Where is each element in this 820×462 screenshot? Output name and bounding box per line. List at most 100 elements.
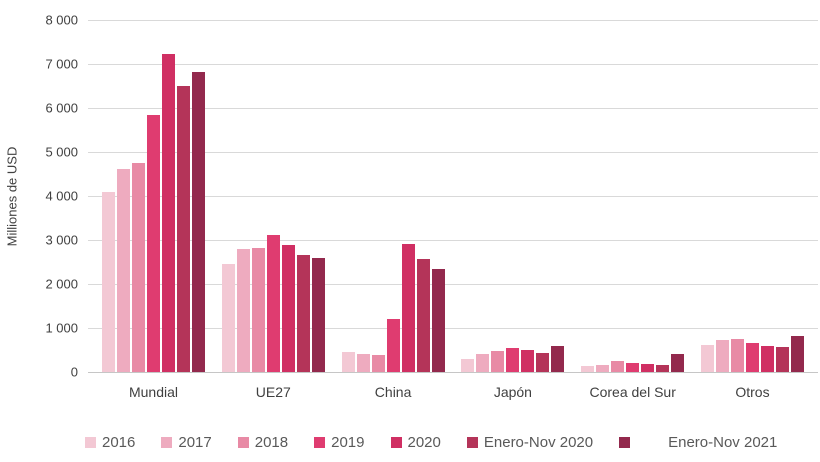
x-axis-label: Otros bbox=[735, 384, 770, 400]
legend-label: 2019 bbox=[331, 434, 365, 451]
legend-label: 2016 bbox=[102, 434, 136, 451]
legend-label: 2020 bbox=[407, 434, 441, 451]
gridline bbox=[88, 372, 818, 373]
bar bbox=[476, 353, 490, 372]
bar bbox=[491, 350, 505, 372]
bar bbox=[745, 342, 759, 372]
bar bbox=[521, 350, 535, 372]
x-axis-label: Corea del Sur bbox=[589, 384, 676, 400]
legend-label: Enero-Nov 2020 bbox=[483, 434, 594, 451]
x-axis-label: Mundial bbox=[128, 384, 179, 400]
bar bbox=[431, 269, 445, 372]
legend-swatch-icon bbox=[390, 437, 402, 448]
gridline bbox=[88, 240, 818, 241]
bar bbox=[266, 235, 280, 372]
legend: 2016 2017 2018 2019 2020 Enero-Nov 2020 Enero-… bbox=[85, 434, 777, 451]
legend-swatch-icon bbox=[237, 437, 249, 448]
gridline bbox=[88, 152, 818, 153]
legend-label: 2018 bbox=[254, 434, 289, 451]
y-axis-title: Milliones de USD bbox=[2, 20, 22, 372]
bar bbox=[386, 319, 400, 372]
bar bbox=[760, 345, 774, 372]
gridline bbox=[88, 328, 818, 329]
bar-group-japón bbox=[461, 20, 565, 372]
gridline bbox=[88, 196, 818, 197]
x-axis-label: UE27 bbox=[255, 384, 291, 400]
bar bbox=[147, 115, 160, 372]
y-tick-label: 6 000 bbox=[45, 100, 78, 116]
bar bbox=[775, 347, 789, 372]
bar bbox=[371, 355, 385, 372]
bar bbox=[117, 168, 130, 372]
legend-item: 2020 bbox=[390, 434, 441, 451]
bar-group-ue27 bbox=[221, 20, 325, 372]
bar bbox=[626, 362, 640, 372]
bar bbox=[656, 364, 670, 372]
bar bbox=[416, 259, 430, 372]
legend-swatch-icon bbox=[314, 437, 326, 448]
bar bbox=[236, 249, 250, 372]
y-tick-label: 1 000 bbox=[45, 320, 78, 336]
legend-item: Enero-Nov 2020 bbox=[466, 434, 594, 451]
bar bbox=[551, 346, 565, 372]
bar bbox=[251, 247, 265, 372]
legend-item: 2017 bbox=[161, 434, 212, 451]
bar bbox=[461, 358, 475, 372]
bar bbox=[506, 348, 520, 372]
legend-swatch-icon bbox=[161, 437, 173, 448]
legend-swatch-icon bbox=[619, 437, 631, 448]
y-axis-ticks: 0 1 000 2 000 3 000 4 000 5 000 6 000 7 000 8 00… bbox=[20, 13, 82, 380]
gridline bbox=[88, 108, 818, 109]
legend-item: Enero-Nov 2021 bbox=[619, 434, 777, 451]
y-tick-label: 3 000 bbox=[45, 232, 78, 248]
bar bbox=[641, 364, 655, 372]
plot-area bbox=[88, 20, 818, 373]
bar bbox=[611, 361, 625, 372]
gridline bbox=[88, 284, 818, 285]
legend-swatch-icon bbox=[466, 437, 478, 448]
legend-item: 2019 bbox=[314, 434, 365, 451]
bar bbox=[596, 364, 610, 372]
legend-item: 2018 bbox=[237, 434, 289, 451]
y-tick-label: 0 bbox=[70, 364, 78, 380]
bar bbox=[281, 245, 295, 372]
bar bbox=[730, 339, 744, 372]
y-tick-label: 4 000 bbox=[45, 188, 78, 204]
x-axis-label: China bbox=[374, 384, 412, 400]
legend-swatch-icon bbox=[85, 437, 96, 448]
bar-group-china bbox=[341, 20, 445, 372]
bar-group-corea-del-sur bbox=[581, 20, 685, 372]
bar-group-mundial bbox=[102, 20, 205, 372]
bar bbox=[132, 162, 145, 372]
bar bbox=[715, 339, 729, 372]
gridline bbox=[88, 20, 818, 21]
x-axis-labels: Mundial UE27 China Japón Corea del Sur Otros bbox=[88, 384, 818, 400]
bar bbox=[581, 366, 595, 372]
y-tick-label: 8 000 bbox=[45, 12, 78, 28]
bar bbox=[177, 85, 190, 372]
bar bbox=[671, 354, 685, 372]
bar bbox=[162, 53, 175, 372]
y-tick-label: 2 000 bbox=[45, 276, 78, 292]
y-axis-title-text: Milliones de USD bbox=[4, 146, 20, 246]
bar bbox=[356, 354, 370, 372]
bar bbox=[221, 264, 235, 372]
x-axis-label: Japón bbox=[493, 384, 532, 400]
bar bbox=[102, 192, 115, 372]
bar bbox=[296, 255, 310, 372]
bar bbox=[401, 244, 415, 372]
gridline bbox=[88, 64, 818, 65]
legend-label: 2017 bbox=[178, 434, 212, 451]
y-tick-label: 7 000 bbox=[45, 56, 78, 72]
legend-label: Enero-Nov 2021 bbox=[668, 434, 778, 451]
legend-item: 2016 bbox=[85, 434, 135, 451]
y-tick-label: 5 000 bbox=[45, 144, 78, 160]
bar-groups bbox=[88, 20, 818, 372]
bar bbox=[790, 335, 804, 372]
bar-group-otros bbox=[700, 20, 804, 372]
bar bbox=[536, 352, 550, 372]
bar bbox=[700, 344, 714, 372]
bar bbox=[341, 351, 355, 372]
bar bbox=[311, 257, 325, 372]
